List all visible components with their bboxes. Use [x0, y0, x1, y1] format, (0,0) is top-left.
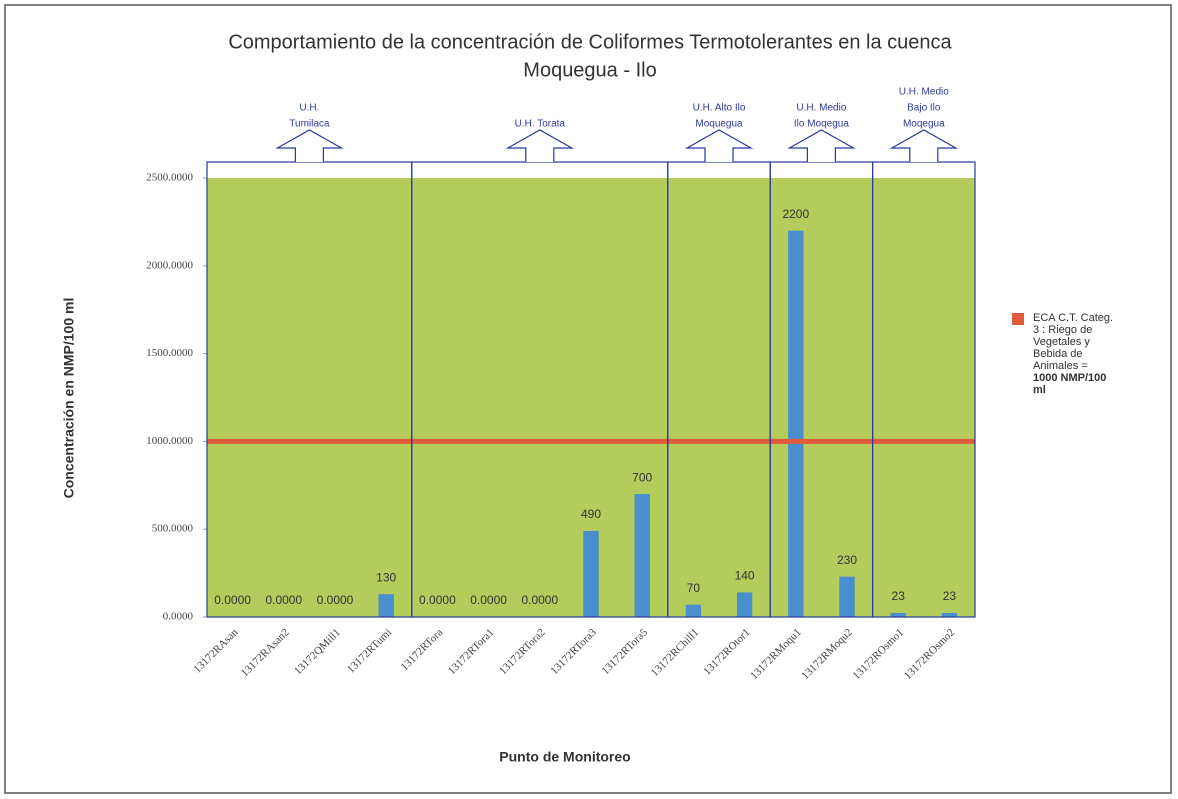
data-label: 0.0000: [317, 593, 354, 607]
bar: [685, 604, 702, 617]
group-label: Ilo Moqegua: [794, 119, 849, 130]
y-tick-label: 2500.0000: [146, 172, 193, 184]
data-label: 0.0000: [470, 593, 507, 607]
x-tick-label: 13172RTumi: [345, 626, 394, 675]
x-axis-title: Punto de Monitoreo: [499, 749, 630, 765]
group-label: U.H. Alto Ilo: [693, 103, 746, 114]
data-label: 130: [376, 570, 396, 584]
x-tick-label: 13172RTora5: [599, 626, 650, 677]
x-tick-label: 13172RChill1: [649, 626, 702, 679]
bar: [736, 592, 753, 617]
group-label: U.H.: [299, 103, 319, 114]
data-label: 700: [632, 470, 652, 484]
data-label: 70: [687, 581, 701, 595]
x-tick-label: 13172ROsmo1: [851, 626, 907, 682]
bar: [583, 530, 599, 617]
frame: [4, 4, 1172, 794]
data-label: 490: [581, 507, 601, 521]
group-arrow: [505, 129, 575, 162]
x-tick-label: 13172RAsan2: [239, 626, 292, 679]
group-arrow: [275, 129, 344, 162]
bar: [890, 612, 906, 617]
data-label: 0.0000: [214, 593, 251, 607]
legend-text: 1000 NMP/100: [1033, 372, 1106, 384]
x-tick-label: 13172RTora: [399, 626, 446, 673]
x-tick-label: 13172RAsan: [191, 626, 240, 675]
legend-text: ECA C.T. Categ.: [1033, 312, 1113, 324]
data-label: 0.0000: [521, 593, 558, 607]
chart-title: Moquegua - Ilo: [523, 59, 656, 81]
group-label: U.H. Medio: [899, 87, 949, 98]
y-tick-label: 1500.0000: [146, 347, 193, 359]
bar: [941, 612, 958, 617]
data-label: 230: [837, 553, 857, 567]
y-axis-title: Concentración en NMP/100 ml: [61, 298, 77, 499]
data-label: 0.0000: [419, 593, 456, 607]
legend-text: Vegetales y: [1033, 336, 1090, 348]
group-label: Moquegua: [695, 119, 743, 130]
chart-title: Comportamiento de la concentración de Co…: [228, 31, 952, 53]
y-tick-label: 0.0000: [163, 611, 194, 623]
bar: [839, 576, 855, 617]
group-label: Bajo Ilo: [907, 103, 941, 114]
legend-text: Animales =: [1033, 360, 1088, 372]
bar: [788, 230, 804, 617]
bar: [634, 494, 650, 617]
legend-text: Bebida de: [1033, 348, 1083, 360]
y-tick-label: 1000.0000: [146, 435, 193, 447]
legend-swatch: [1012, 313, 1024, 325]
x-tick-label: 13172RMoqu2: [799, 626, 855, 682]
x-tick-label: 13172QMill1: [292, 626, 343, 677]
group-arrow: [889, 129, 959, 162]
x-tick-label: 13172RTora3: [548, 626, 599, 677]
group-arrow: [787, 129, 856, 162]
group-arrow: [684, 129, 754, 162]
data-label: 140: [735, 569, 755, 583]
group-label: Tumilaca: [289, 119, 330, 130]
x-tick-label: 13172RTora2: [497, 626, 548, 677]
y-tick-label: 2000.0000: [146, 259, 193, 271]
x-tick-label: 13172RMoqu1: [748, 626, 804, 682]
group-label: Moqegua: [903, 119, 945, 130]
x-tick-label: 13172ROsmo2: [902, 626, 958, 682]
y-tick-label: 500.0000: [152, 523, 194, 535]
x-tick-label: 13172ROtor1: [701, 626, 752, 677]
data-label: 23: [892, 589, 906, 603]
bar: [378, 594, 394, 617]
legend-text: 3 : Riego de: [1033, 324, 1092, 336]
group-label: U.H. Torata: [515, 119, 566, 130]
data-label: 0.0000: [265, 593, 302, 607]
x-tick-label: 13172RTora1: [446, 626, 497, 677]
data-label: 2200: [782, 207, 809, 221]
legend-text: ml: [1033, 384, 1046, 396]
data-label: 23: [943, 589, 957, 603]
group-label: U.H. Medio: [796, 103, 846, 114]
